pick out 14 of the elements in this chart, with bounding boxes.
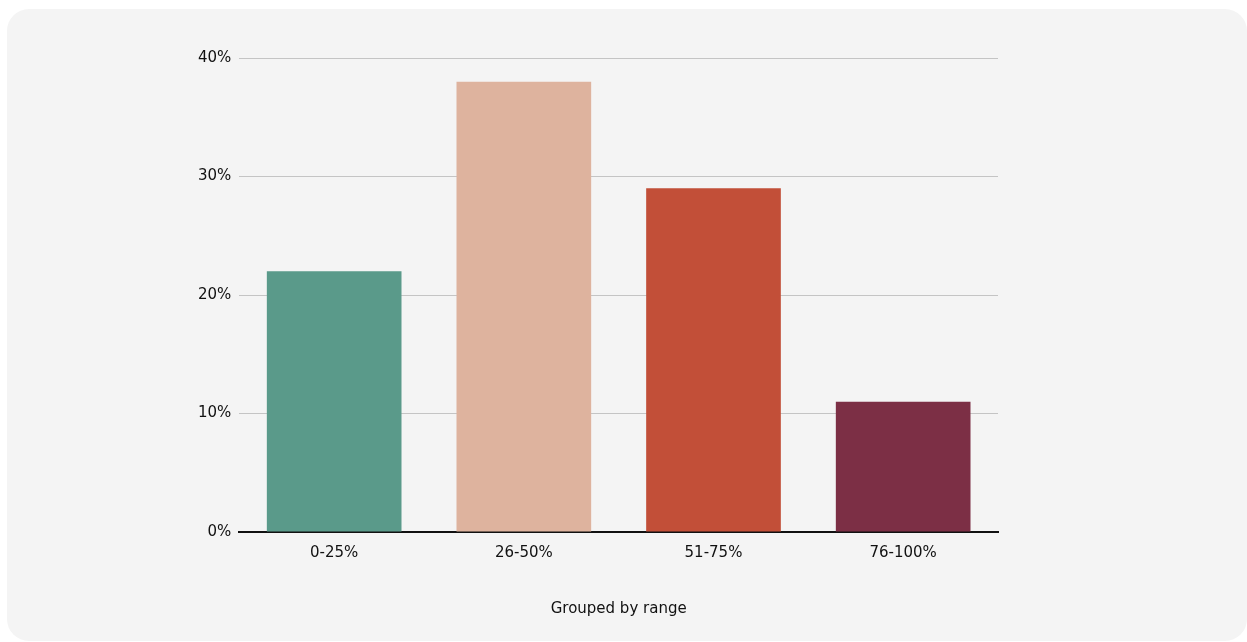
y-tick-label: 40%: [198, 47, 232, 66]
bar: [266, 271, 402, 532]
x-tick-label: 76-100%: [869, 542, 937, 561]
x-tick-label: 51-75%: [684, 542, 743, 561]
bar: [835, 401, 971, 532]
y-tick-label: 10%: [198, 403, 232, 422]
bar: [456, 81, 592, 532]
bar: [646, 188, 781, 532]
y-tick-label: 0%: [207, 521, 232, 540]
y-tick-label: 30%: [198, 166, 232, 185]
x-tick-label: 0-25%: [310, 542, 359, 561]
x-axis-title: Grouped by range: [550, 598, 687, 617]
y-tick-label: 20%: [198, 284, 232, 303]
x-tick-label: 26-50%: [494, 542, 553, 561]
